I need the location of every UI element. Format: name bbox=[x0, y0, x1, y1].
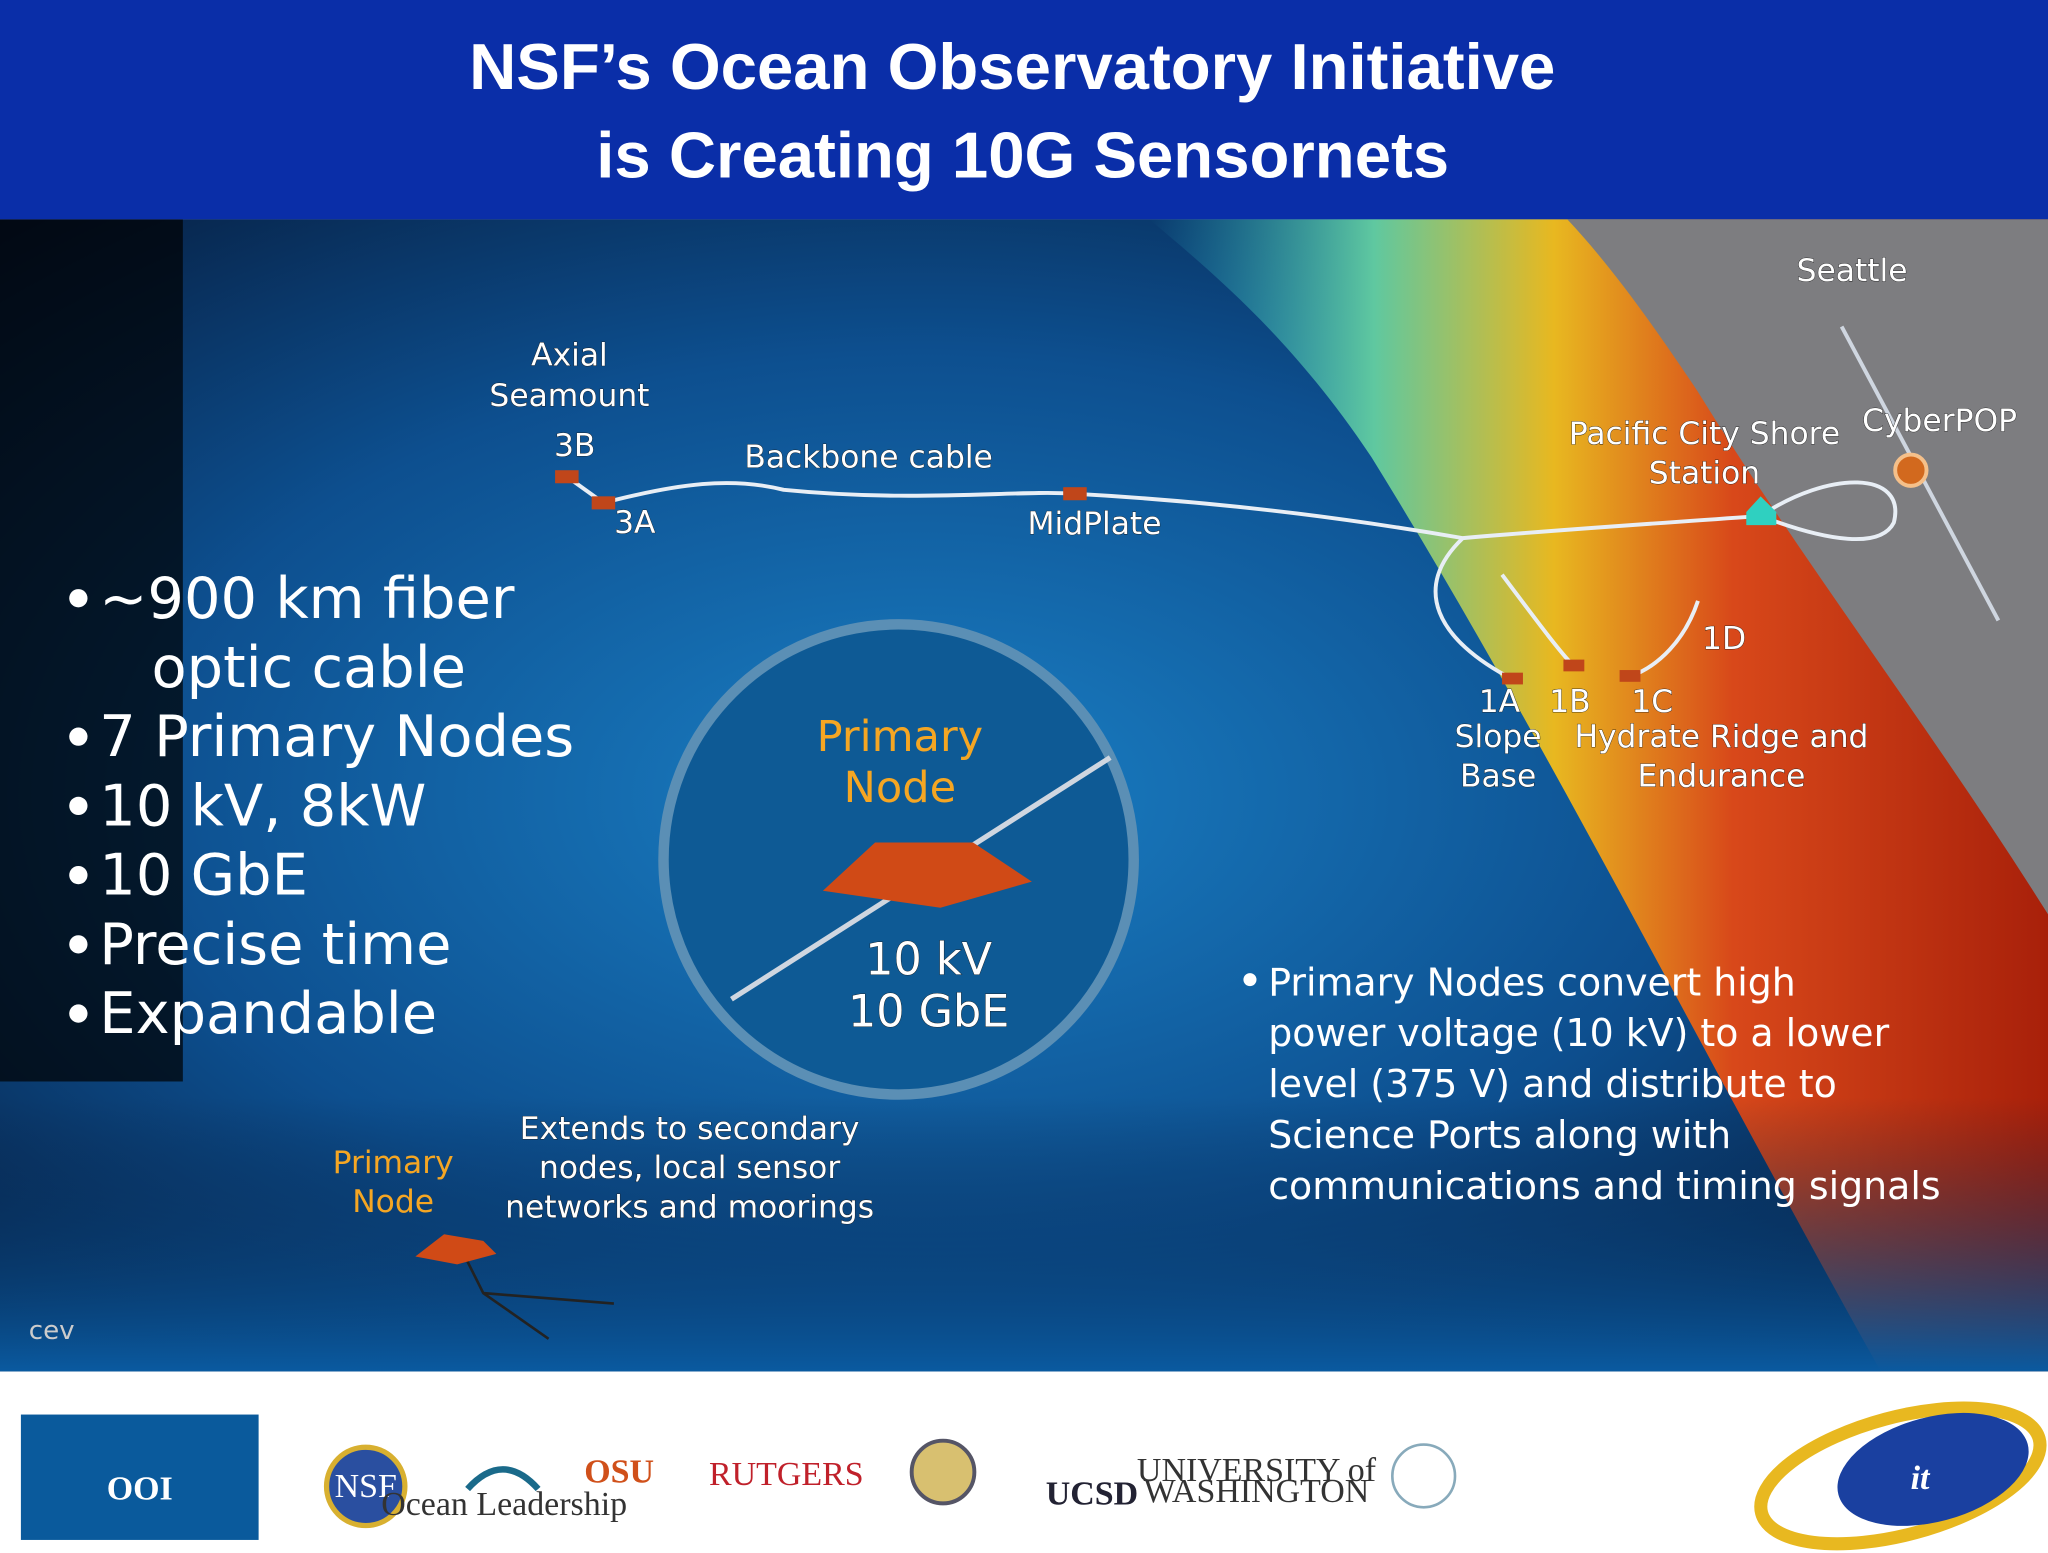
bullet-text: 10 kV, 8kW bbox=[99, 772, 426, 839]
right-bullet: Primary Nodes convert high power voltage… bbox=[1243, 960, 1941, 1208]
map-label: Endurance bbox=[1638, 758, 1806, 794]
map-label: 1D bbox=[1702, 621, 1746, 657]
bullet-line: communications and timing signals bbox=[1268, 1164, 1940, 1208]
map-label: 1A bbox=[1479, 684, 1521, 720]
credit: cev bbox=[29, 1316, 75, 1346]
map-label: 3A bbox=[614, 505, 656, 541]
bullet-line: Science Ports along with bbox=[1268, 1113, 1731, 1157]
inset-spec: 10 GbE bbox=[848, 987, 1009, 1038]
bullet-line: level (375 V) and distribute to bbox=[1268, 1062, 1837, 1106]
bullet-text: Expandable bbox=[99, 980, 437, 1047]
logo: Ocean Leadership bbox=[381, 1486, 627, 1523]
map-label: Slope bbox=[1455, 719, 1542, 755]
bullet-text: Precise time bbox=[99, 911, 451, 978]
title-line: NSF’s Ocean Observatory Initiative bbox=[469, 30, 1555, 103]
inset-title: Primary bbox=[817, 712, 984, 762]
logo: UCSD bbox=[1046, 1476, 1138, 1513]
map-label: 3B bbox=[554, 428, 595, 464]
map-label: Primary bbox=[333, 1145, 454, 1181]
logo: it bbox=[1911, 1460, 1931, 1497]
header-band bbox=[0, 0, 2048, 220]
inset-spec: 10 kV bbox=[865, 934, 992, 985]
footer: OOI NSF Ocean Leadership OSU RUTGERS UCS… bbox=[20, 1401, 2047, 1551]
bullet-dot bbox=[69, 1004, 88, 1023]
map-label: Base bbox=[1460, 758, 1536, 794]
bullet-text: 7 Primary Nodes bbox=[99, 703, 574, 770]
bullet-dot bbox=[69, 865, 88, 885]
title-line: is Creating 10G Sensornets bbox=[596, 119, 1449, 192]
map-label: CyberPOP bbox=[1862, 403, 2017, 439]
bullet-dot bbox=[69, 935, 88, 954]
map-label: Station bbox=[1649, 455, 1760, 491]
map-label: networks and moorings bbox=[505, 1189, 874, 1225]
logo: OOI bbox=[107, 1470, 173, 1507]
logo: OSU bbox=[584, 1453, 654, 1490]
logo: WASHINGTON bbox=[1144, 1473, 1370, 1510]
map-label: Node bbox=[352, 1184, 434, 1220]
logo: UNIVERSITY of bbox=[1137, 1452, 1377, 1489]
bullet-dot bbox=[69, 727, 88, 746]
bullet-dot bbox=[69, 589, 88, 608]
bullet-text: ~900 km fiber bbox=[99, 565, 515, 632]
map-label: Axial bbox=[531, 338, 608, 374]
bullet-text: optic cable bbox=[152, 634, 467, 701]
map-label: Pacific City Shore bbox=[1569, 416, 1840, 452]
map-label: Seattle bbox=[1797, 253, 1908, 289]
map: Seattle Axial Seamount 3B 3A Backbone ca… bbox=[0, 219, 2048, 1372]
map-label: Hydrate Ridge and bbox=[1574, 719, 1868, 755]
bullet-line: Primary Nodes convert high bbox=[1268, 960, 1796, 1004]
map-label: 1C bbox=[1631, 684, 1673, 720]
bullet-dot bbox=[69, 796, 88, 816]
map-label: Seamount bbox=[489, 378, 649, 414]
logo: RUTGERS bbox=[709, 1456, 864, 1493]
map-label: Backbone cable bbox=[744, 440, 992, 476]
inset-title: Node bbox=[844, 763, 956, 813]
map-label: nodes, local sensor bbox=[539, 1150, 840, 1186]
map-label: 1B bbox=[1549, 684, 1590, 720]
map-label: MidPlate bbox=[1028, 506, 1162, 542]
bullet-text: 10 GbE bbox=[99, 842, 308, 909]
logo: NSF bbox=[335, 1468, 397, 1505]
map-label: Extends to secondary bbox=[520, 1111, 860, 1147]
bullet-line: power voltage (10 kV) to a lower bbox=[1268, 1011, 1889, 1055]
